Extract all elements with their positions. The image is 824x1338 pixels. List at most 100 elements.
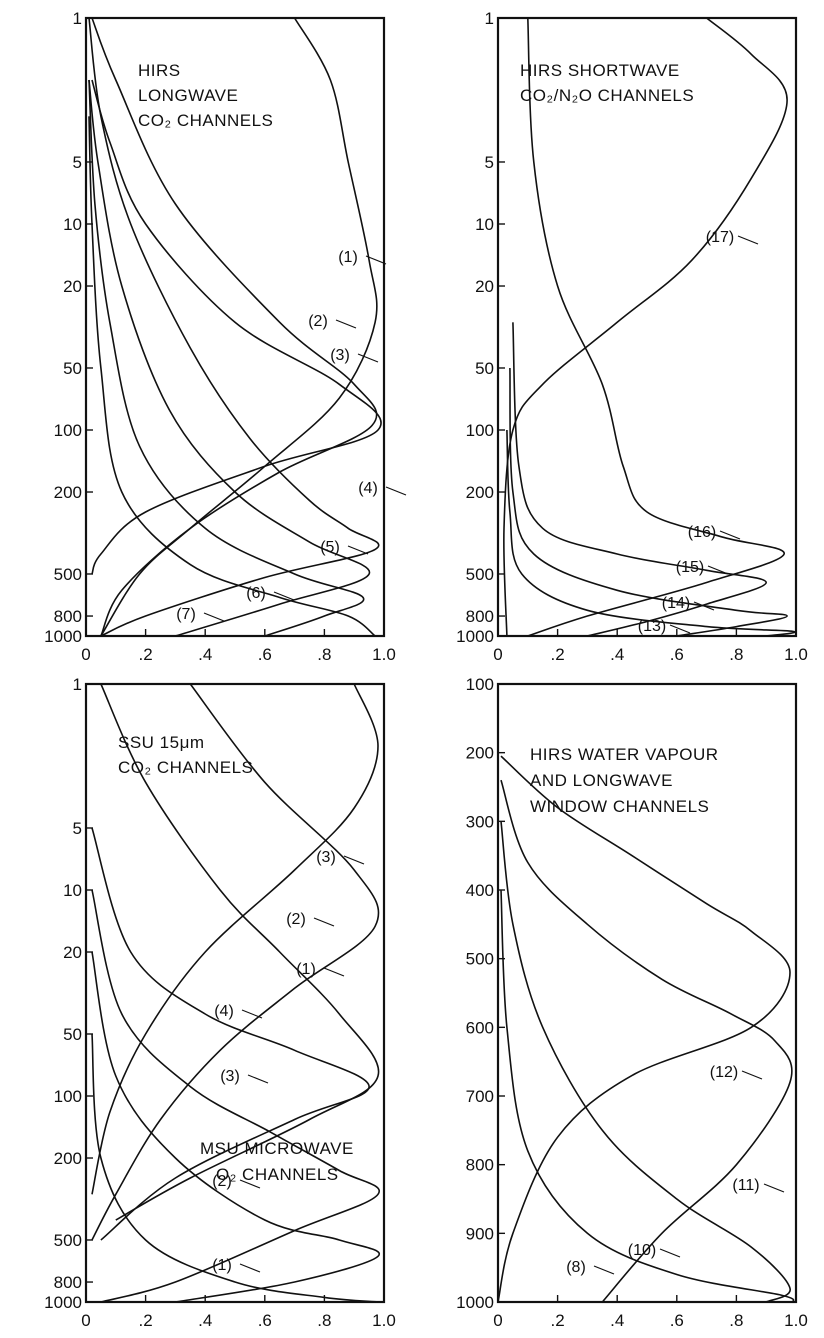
y-tick-label: 1 xyxy=(73,9,82,28)
channel-label: (2) xyxy=(308,313,328,330)
panel-title-line: HIRS SHORTWAVE xyxy=(520,61,680,80)
label-leader xyxy=(357,353,379,363)
y-tick-label: 20 xyxy=(475,277,494,296)
x-tick-label: .4 xyxy=(610,1311,624,1330)
curve-ssu-3 xyxy=(91,683,379,1195)
y-tick-label: 800 xyxy=(466,1156,494,1175)
y-tick-label: 1000 xyxy=(456,627,494,646)
x-tick-label: 1.0 xyxy=(372,645,396,664)
y-tick-label: 1 xyxy=(73,675,82,694)
x-tick-label: 1.0 xyxy=(372,1311,396,1330)
curve-17 xyxy=(503,17,788,637)
x-tick-label: .8 xyxy=(729,645,743,664)
y-tick-label: 100 xyxy=(54,1087,82,1106)
curve-7 xyxy=(88,116,376,637)
channel-label: (16) xyxy=(688,524,716,541)
panel-title-line: CO₂ CHANNELS xyxy=(138,111,273,130)
y-tick-label: 200 xyxy=(466,744,494,763)
x-tick-label: .4 xyxy=(198,645,212,664)
y-tick-label: 500 xyxy=(466,950,494,969)
curve-11 xyxy=(500,779,793,1303)
channel-label: (14) xyxy=(662,595,690,612)
plot-frame xyxy=(84,16,386,638)
channel-label: (3) xyxy=(330,347,350,364)
x-tick-label: .2 xyxy=(139,645,153,664)
y-tick-label: 500 xyxy=(54,1231,82,1250)
y-tick-label: 5 xyxy=(73,153,82,172)
curve-14 xyxy=(509,367,788,637)
channel-label: (4) xyxy=(358,480,378,497)
x-tick-label: .2 xyxy=(139,1311,153,1330)
curve-4 xyxy=(88,17,380,637)
x-tick-label: 1.0 xyxy=(784,1311,808,1330)
channel-label: (2) xyxy=(212,1173,232,1190)
label-leader xyxy=(693,601,715,611)
x-tick-label: 0 xyxy=(81,645,90,664)
x-tick-label: .4 xyxy=(198,1311,212,1330)
y-tick-label: 500 xyxy=(466,565,494,584)
y-tick-label: 10 xyxy=(63,215,82,234)
channel-label: (15) xyxy=(676,559,704,576)
channel-label: (1) xyxy=(338,249,358,266)
channel-label: (10) xyxy=(628,1242,656,1259)
channel-label: (7) xyxy=(176,606,196,623)
label-leader xyxy=(659,1248,681,1258)
curve-msu-1 xyxy=(91,1033,379,1303)
y-tick-label: 800 xyxy=(54,607,82,626)
curve-6 xyxy=(88,79,365,637)
channel-label: (6) xyxy=(246,585,266,602)
y-tick-label: 100 xyxy=(466,421,494,440)
x-tick-label: .2 xyxy=(551,645,565,664)
curve-msu-3 xyxy=(91,889,381,1303)
curve-12 xyxy=(497,755,791,1303)
panel-title-line: CO₂/N₂O CHANNELS xyxy=(520,86,694,105)
curve-8 xyxy=(500,889,795,1303)
y-tick-label: 700 xyxy=(466,1087,494,1106)
curve-5 xyxy=(88,79,370,637)
label-leader xyxy=(247,1074,269,1084)
x-tick-label: .8 xyxy=(729,1311,743,1330)
y-tick-label: 1000 xyxy=(44,627,82,646)
y-tick-label: 200 xyxy=(54,483,82,502)
label-leader xyxy=(707,565,729,575)
label-leader xyxy=(763,1183,785,1193)
x-tick-label: .8 xyxy=(317,1311,331,1330)
curve-msu-2 xyxy=(91,951,381,1303)
y-tick-label: 5 xyxy=(73,819,82,838)
channel-label: (3) xyxy=(316,849,336,866)
y-tick-label: 20 xyxy=(63,943,82,962)
panel-title-line: HIRS WATER VAPOUR xyxy=(530,745,719,764)
x-tick-label: 0 xyxy=(493,1311,502,1330)
channel-label: (1) xyxy=(296,961,316,978)
y-tick-label: 50 xyxy=(475,359,494,378)
plot-frame xyxy=(496,682,798,1304)
label-leader xyxy=(239,1179,261,1189)
channel-label: (4) xyxy=(214,1003,234,1020)
y-tick-label: 1000 xyxy=(456,1293,494,1312)
y-tick-label: 1000 xyxy=(44,1293,82,1312)
label-leader xyxy=(343,855,365,865)
panel-title-line: HIRS xyxy=(138,61,181,80)
label-leader xyxy=(385,486,407,496)
channel-label: (13) xyxy=(638,618,666,635)
curve-2 xyxy=(91,17,378,637)
y-tick-label: 500 xyxy=(54,565,82,584)
channel-label: (11) xyxy=(732,1177,759,1194)
label-leader xyxy=(347,545,369,555)
channel-label: (2) xyxy=(286,911,306,928)
x-tick-label: 1.0 xyxy=(784,645,808,664)
plot-frame xyxy=(496,16,798,638)
channel-label: (8) xyxy=(566,1259,586,1276)
curve-ssu-1 xyxy=(100,683,380,1221)
y-tick-label: 10 xyxy=(475,215,494,234)
label-leader xyxy=(273,591,295,601)
y-tick-label: 900 xyxy=(466,1224,494,1243)
x-tick-label: 0 xyxy=(493,645,502,664)
label-leader xyxy=(669,624,691,634)
label-leader xyxy=(241,1009,263,1019)
y-tick-label: 400 xyxy=(466,881,494,900)
